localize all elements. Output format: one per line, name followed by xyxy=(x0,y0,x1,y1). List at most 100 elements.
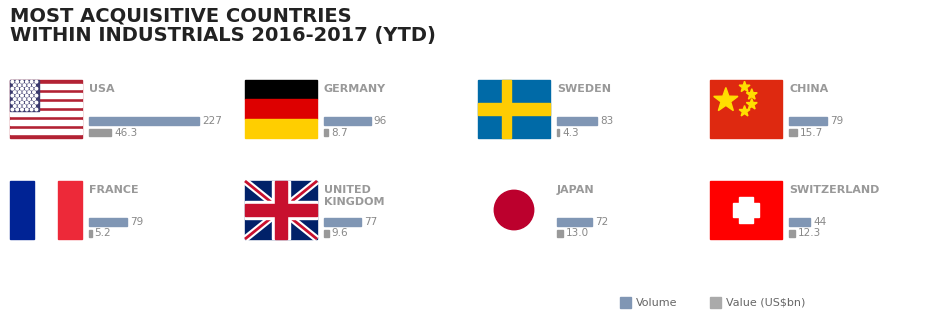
Circle shape xyxy=(18,98,21,100)
Bar xyxy=(789,230,795,237)
Bar xyxy=(58,181,82,239)
Bar xyxy=(245,119,317,138)
Circle shape xyxy=(24,91,25,93)
Circle shape xyxy=(28,84,30,86)
Bar xyxy=(275,181,286,239)
Circle shape xyxy=(28,105,30,107)
Circle shape xyxy=(33,84,35,86)
Bar xyxy=(502,80,512,138)
Circle shape xyxy=(33,98,35,100)
Bar xyxy=(324,117,370,125)
Bar xyxy=(89,117,199,125)
Bar xyxy=(89,129,111,136)
Text: 12.3: 12.3 xyxy=(798,228,821,239)
Circle shape xyxy=(21,101,24,104)
Circle shape xyxy=(25,80,28,83)
Circle shape xyxy=(16,108,19,111)
Circle shape xyxy=(16,80,19,83)
Text: USA: USA xyxy=(89,84,115,94)
Text: 79: 79 xyxy=(830,116,843,126)
Circle shape xyxy=(25,108,28,111)
Text: 83: 83 xyxy=(600,116,613,126)
Bar xyxy=(10,129,82,133)
Circle shape xyxy=(11,108,14,111)
Text: Volume: Volume xyxy=(636,297,677,307)
Bar xyxy=(478,181,550,239)
Polygon shape xyxy=(739,106,750,116)
Bar xyxy=(10,93,82,98)
Circle shape xyxy=(21,80,24,83)
Polygon shape xyxy=(746,89,757,99)
Circle shape xyxy=(13,105,16,107)
Bar xyxy=(324,218,362,226)
Bar xyxy=(271,181,290,239)
Text: SWITZERLAND: SWITZERLAND xyxy=(789,185,880,195)
Bar xyxy=(789,117,827,125)
Text: 46.3: 46.3 xyxy=(114,127,138,137)
Bar xyxy=(557,117,597,125)
Text: UNITED
KINGDOM: UNITED KINGDOM xyxy=(324,185,384,207)
Circle shape xyxy=(16,94,19,97)
Text: 8.7: 8.7 xyxy=(332,127,348,137)
Text: 79: 79 xyxy=(130,217,143,227)
Text: 9.6: 9.6 xyxy=(332,228,349,239)
Bar xyxy=(789,218,810,226)
Bar xyxy=(478,103,550,115)
Bar xyxy=(557,129,560,136)
Circle shape xyxy=(30,94,33,97)
Text: MOST ACQUISITIVE COUNTRIES: MOST ACQUISITIVE COUNTRIES xyxy=(10,6,351,25)
Bar xyxy=(557,218,592,226)
Bar xyxy=(89,218,127,226)
Bar xyxy=(733,203,759,217)
Text: 72: 72 xyxy=(595,217,609,227)
Bar xyxy=(324,129,328,136)
Circle shape xyxy=(33,91,35,93)
Circle shape xyxy=(11,87,14,90)
Polygon shape xyxy=(714,88,738,111)
Bar xyxy=(245,201,317,219)
Circle shape xyxy=(28,91,30,93)
Text: 44: 44 xyxy=(813,217,826,227)
Circle shape xyxy=(35,80,38,83)
Circle shape xyxy=(25,101,28,104)
Circle shape xyxy=(25,94,28,97)
Bar xyxy=(620,297,631,308)
Text: SWEDEN: SWEDEN xyxy=(557,84,611,94)
Circle shape xyxy=(24,98,25,100)
Bar xyxy=(10,181,34,239)
Bar xyxy=(10,84,82,89)
Bar xyxy=(10,80,39,111)
Bar xyxy=(739,197,754,223)
Circle shape xyxy=(25,87,28,90)
Bar xyxy=(89,230,91,237)
Bar xyxy=(478,80,550,138)
Bar xyxy=(10,181,82,239)
Circle shape xyxy=(21,94,24,97)
Circle shape xyxy=(13,84,16,86)
Text: CHINA: CHINA xyxy=(789,84,828,94)
Circle shape xyxy=(18,84,21,86)
Bar xyxy=(789,129,797,136)
Text: 227: 227 xyxy=(202,116,222,126)
Circle shape xyxy=(33,105,35,107)
Circle shape xyxy=(24,105,25,107)
Circle shape xyxy=(11,80,14,83)
Circle shape xyxy=(18,105,21,107)
Circle shape xyxy=(24,84,25,86)
Text: 96: 96 xyxy=(374,116,387,126)
Circle shape xyxy=(16,101,19,104)
Text: 4.3: 4.3 xyxy=(562,127,578,137)
Circle shape xyxy=(16,87,19,90)
Circle shape xyxy=(35,101,38,104)
Bar xyxy=(10,80,82,138)
Polygon shape xyxy=(739,81,750,92)
Circle shape xyxy=(30,80,33,83)
Bar xyxy=(710,80,782,138)
Circle shape xyxy=(13,98,16,100)
Bar xyxy=(245,204,317,216)
Circle shape xyxy=(35,87,38,90)
Bar xyxy=(710,297,721,308)
Bar xyxy=(557,230,563,237)
Circle shape xyxy=(30,101,33,104)
Circle shape xyxy=(35,108,38,111)
